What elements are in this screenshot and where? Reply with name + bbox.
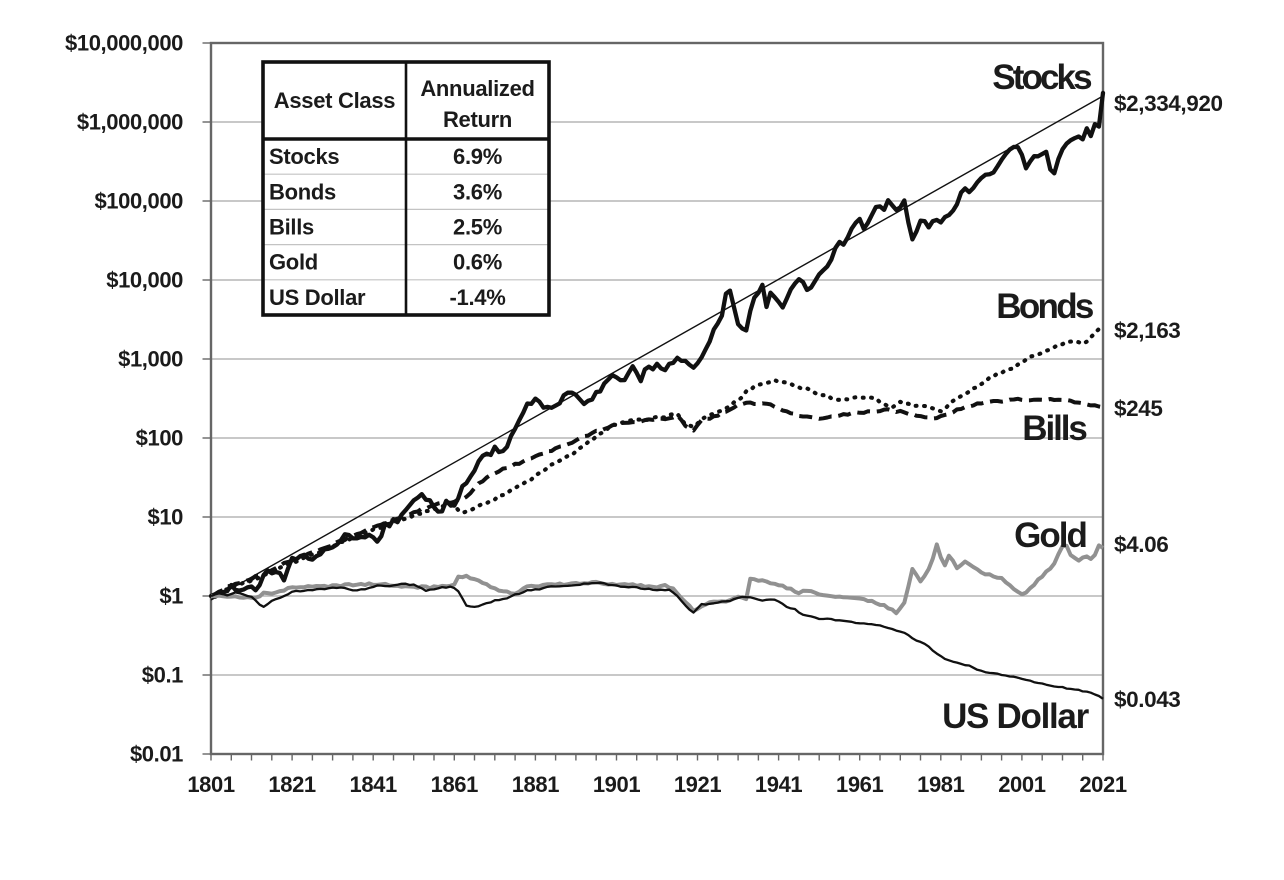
svg-text:$10,000,000: $10,000,000: [65, 31, 183, 56]
svg-text:2.5%: 2.5%: [453, 215, 502, 240]
svg-text:$0.01: $0.01: [130, 742, 183, 767]
svg-text:1881: 1881: [512, 772, 560, 797]
svg-text:1841: 1841: [350, 772, 398, 797]
svg-text:US Dollar: US Dollar: [269, 285, 366, 310]
svg-text:$2,163: $2,163: [1114, 318, 1180, 343]
svg-text:2021: 2021: [1079, 772, 1127, 797]
svg-text:0.6%: 0.6%: [453, 250, 502, 275]
svg-text:$0.1: $0.1: [142, 663, 183, 688]
svg-text:1861: 1861: [431, 772, 479, 797]
svg-text:$1,000,000: $1,000,000: [77, 110, 183, 135]
svg-text:$10,000: $10,000: [106, 268, 183, 293]
svg-text:US Dollar: US Dollar: [942, 697, 1090, 736]
svg-text:$245: $245: [1114, 396, 1162, 421]
svg-text:Stocks: Stocks: [269, 144, 339, 169]
svg-text:1941: 1941: [755, 772, 803, 797]
svg-text:1961: 1961: [836, 772, 884, 797]
svg-text:$10: $10: [147, 505, 183, 530]
svg-text:1921: 1921: [674, 772, 722, 797]
svg-text:$0.043: $0.043: [1114, 687, 1180, 712]
svg-text:Bonds: Bonds: [269, 179, 336, 204]
svg-text:1801: 1801: [187, 772, 235, 797]
svg-text:Bills: Bills: [269, 215, 314, 240]
svg-text:1981: 1981: [917, 772, 965, 797]
svg-text:Gold: Gold: [1014, 516, 1086, 555]
svg-text:$1,000: $1,000: [118, 347, 183, 372]
svg-text:6.9%: 6.9%: [453, 144, 502, 169]
svg-text:$2,334,920: $2,334,920: [1114, 91, 1223, 116]
svg-text:-1.4%: -1.4%: [450, 285, 506, 310]
svg-text:Annualized: Annualized: [420, 76, 534, 101]
svg-text:Stocks: Stocks: [992, 58, 1092, 97]
svg-text:Gold: Gold: [269, 250, 318, 275]
svg-text:Bills: Bills: [1022, 409, 1087, 448]
svg-text:1901: 1901: [593, 772, 641, 797]
svg-text:Bonds: Bonds: [996, 287, 1094, 326]
svg-text:3.6%: 3.6%: [453, 179, 502, 204]
svg-text:$4.06: $4.06: [1114, 532, 1168, 557]
svg-text:1821: 1821: [268, 772, 316, 797]
svg-text:Return: Return: [443, 107, 512, 132]
svg-text:Asset Class: Asset Class: [274, 88, 396, 113]
svg-text:$100: $100: [136, 426, 184, 451]
svg-text:$1: $1: [159, 584, 183, 609]
svg-text:$100,000: $100,000: [94, 189, 183, 214]
svg-text:2001: 2001: [998, 772, 1046, 797]
